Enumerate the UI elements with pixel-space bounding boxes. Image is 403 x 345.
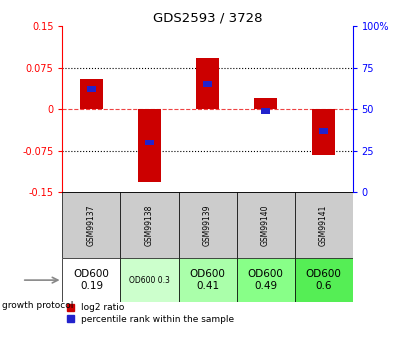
Bar xyxy=(62,193,120,258)
Title: GDS2593 / 3728: GDS2593 / 3728 xyxy=(153,12,262,25)
Bar xyxy=(237,193,295,258)
Bar xyxy=(120,258,179,303)
Bar xyxy=(145,140,154,145)
Text: OD600
0.41: OD600 0.41 xyxy=(189,269,226,291)
Bar xyxy=(80,79,103,109)
Text: GSM99137: GSM99137 xyxy=(87,204,96,246)
Bar xyxy=(203,81,212,87)
Bar xyxy=(179,193,237,258)
Bar xyxy=(138,109,161,183)
Bar xyxy=(87,86,96,92)
Bar xyxy=(196,58,219,109)
Bar xyxy=(295,258,353,303)
Text: growth protocol: growth protocol xyxy=(2,301,73,310)
Text: GSM99139: GSM99139 xyxy=(203,204,212,246)
Text: GSM99138: GSM99138 xyxy=(145,205,154,246)
Text: OD600
0.19: OD600 0.19 xyxy=(73,269,110,291)
Bar xyxy=(295,193,353,258)
Text: OD600
0.6: OD600 0.6 xyxy=(305,269,342,291)
Bar xyxy=(179,258,237,303)
Legend: log2 ratio, percentile rank within the sample: log2 ratio, percentile rank within the s… xyxy=(67,303,235,324)
Bar xyxy=(319,128,328,134)
Bar xyxy=(237,258,295,303)
Text: GSM99141: GSM99141 xyxy=(319,205,328,246)
Text: GSM99140: GSM99140 xyxy=(261,204,270,246)
Text: OD600
0.49: OD600 0.49 xyxy=(247,269,284,291)
Bar xyxy=(312,109,335,155)
Text: OD600 0.3: OD600 0.3 xyxy=(129,276,170,285)
Bar xyxy=(120,193,179,258)
Bar xyxy=(254,98,277,109)
Bar xyxy=(261,108,270,114)
Bar xyxy=(62,258,120,303)
